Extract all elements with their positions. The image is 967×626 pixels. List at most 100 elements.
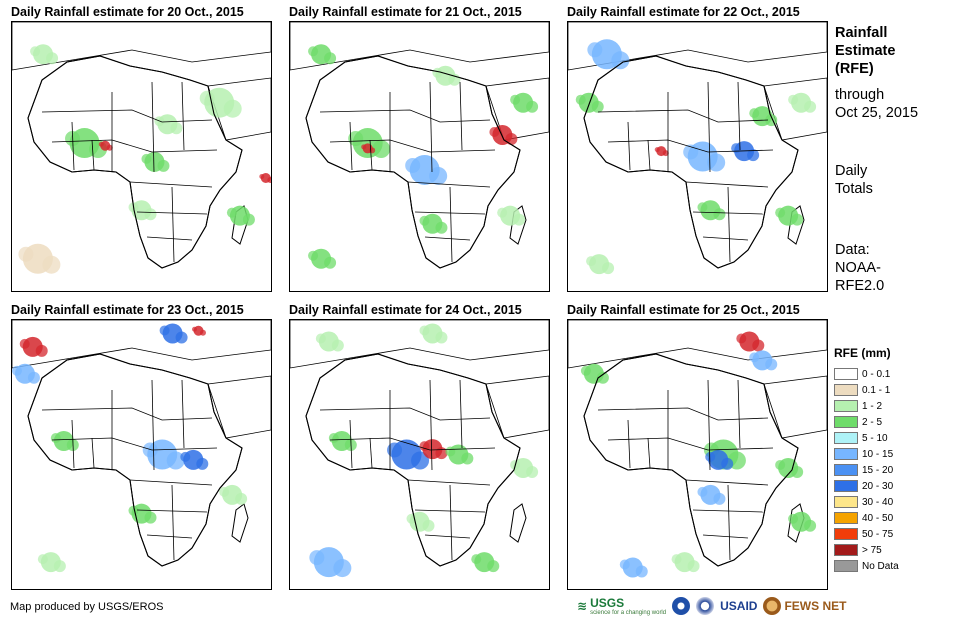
rainfall-map: [11, 21, 272, 292]
country-border: [459, 81, 463, 151]
country-border: [429, 81, 433, 173]
legend-label: 50 - 75: [862, 528, 894, 540]
rainfall-area: [713, 492, 726, 505]
map-panel-oct-21: Daily Rainfall estimate for 21 Oct., 201…: [289, 4, 550, 292]
rainfall-area: [369, 147, 376, 154]
legend-item: 15 - 20: [834, 462, 958, 478]
rainfall-area: [526, 100, 539, 113]
rainfall-area: [804, 100, 817, 113]
country-border: [597, 109, 769, 123]
rainfall-area: [18, 246, 34, 262]
legend-item: No Data: [834, 558, 958, 574]
title-line: Rainfall: [835, 25, 888, 41]
legend-item: 0.1 - 1: [834, 382, 958, 398]
rainfall-area: [419, 215, 430, 226]
country-border: [429, 379, 433, 471]
legend-item: 20 - 30: [834, 478, 958, 494]
africa-coastline: [583, 55, 799, 269]
rainfall-area: [170, 122, 183, 135]
rainfall-area: [602, 262, 615, 275]
rainfall-area: [42, 255, 61, 274]
rainfall-area: [489, 126, 500, 137]
europe-landmass: [290, 320, 549, 369]
legend-label: 1 - 2: [862, 400, 883, 412]
country-border: [647, 437, 651, 469]
rainfall-area: [235, 492, 248, 505]
rainfall-area: [267, 177, 271, 184]
legend: RFE (mm) 0 - 0.1 0.1 - 1 1 - 2 2 - 5 5 - 10 1…: [834, 346, 958, 574]
rainfall-area: [713, 208, 726, 221]
legend-swatch: [834, 480, 858, 492]
country-border: [71, 419, 75, 469]
legend-swatch: [834, 448, 858, 460]
country-border: [692, 509, 764, 513]
rainfall-area: [788, 94, 799, 105]
legend-label: 20 - 30: [862, 480, 894, 492]
legend-item: 40 - 50: [834, 510, 958, 526]
totals-line: Totals: [835, 181, 873, 197]
through-label: through: [835, 87, 885, 103]
country-border: [181, 379, 185, 449]
rainfall-area: [223, 99, 242, 118]
rainfall-area: [199, 329, 206, 336]
map-title: Daily Rainfall estimate for 25 Oct., 201…: [567, 303, 800, 317]
country-border: [424, 236, 471, 241]
country-border: [459, 379, 463, 449]
legend-label: 5 - 10: [862, 432, 888, 444]
legend-swatch: [834, 416, 858, 428]
madagascar-landmass: [231, 503, 249, 543]
legend-label: 15 - 20: [862, 464, 894, 476]
africa-coastline: [27, 353, 243, 567]
rainfall-area: [333, 559, 352, 578]
fews-logo-text: FEWS NET: [784, 599, 847, 613]
map-panel-oct-25: Daily Rainfall estimate for 25 Oct., 201…: [567, 302, 828, 590]
map-panel-oct-20: Daily Rainfall estimate for 20 Oct., 201…: [11, 4, 272, 292]
rainfall-area: [635, 565, 648, 578]
rainfall-area: [331, 339, 344, 352]
rainfall-area: [324, 52, 337, 65]
rainfall-area: [411, 451, 430, 470]
rainfall-area: [611, 51, 630, 70]
rainfall-area: [159, 325, 170, 336]
africa-coastline: [583, 353, 799, 567]
rainfall-area: [180, 451, 191, 462]
rainfall-area: [324, 256, 337, 269]
rainfall-area: [687, 560, 700, 573]
rainfall-area: [513, 213, 526, 226]
title-line: (RFE): [835, 61, 874, 77]
country-border: [597, 407, 769, 421]
rainfall-area: [50, 433, 61, 444]
rainfall-area: [175, 331, 188, 344]
title-line: Estimate: [835, 43, 896, 59]
country-border: [702, 236, 749, 241]
country-border: [349, 121, 353, 171]
rainfall-area: [471, 554, 482, 565]
legend-swatch: [834, 432, 858, 444]
rainfall-area: [487, 560, 500, 573]
rainfall-area: [128, 505, 139, 516]
legend-item: 10 - 15: [834, 446, 958, 462]
country-border: [449, 484, 453, 561]
madagascar-landmass: [509, 503, 527, 543]
rainfall-area: [591, 100, 604, 113]
legend-label: 0 - 0.1: [862, 368, 891, 380]
usgs-tagline: science for a changing world: [590, 610, 667, 616]
rainfall-area: [405, 157, 421, 173]
rainfall-area: [749, 352, 760, 363]
rainfall-area: [752, 339, 765, 352]
legend-swatch: [834, 512, 858, 524]
rainfall-area: [35, 344, 48, 357]
rainfall-area: [775, 207, 786, 218]
rainfall-area: [19, 338, 30, 349]
country-border: [414, 509, 486, 513]
map-title: Daily Rainfall estimate for 24 Oct., 201…: [289, 303, 522, 317]
arabia-landmass: [485, 375, 549, 439]
country-border: [737, 379, 741, 449]
rainfall-area: [419, 441, 430, 452]
rainfall-area: [12, 365, 22, 376]
europe-landmass: [290, 22, 549, 71]
legend-label: 10 - 15: [862, 448, 894, 460]
country-border: [171, 484, 175, 561]
rainfall-area: [497, 207, 508, 218]
rainfall-area: [259, 174, 265, 180]
